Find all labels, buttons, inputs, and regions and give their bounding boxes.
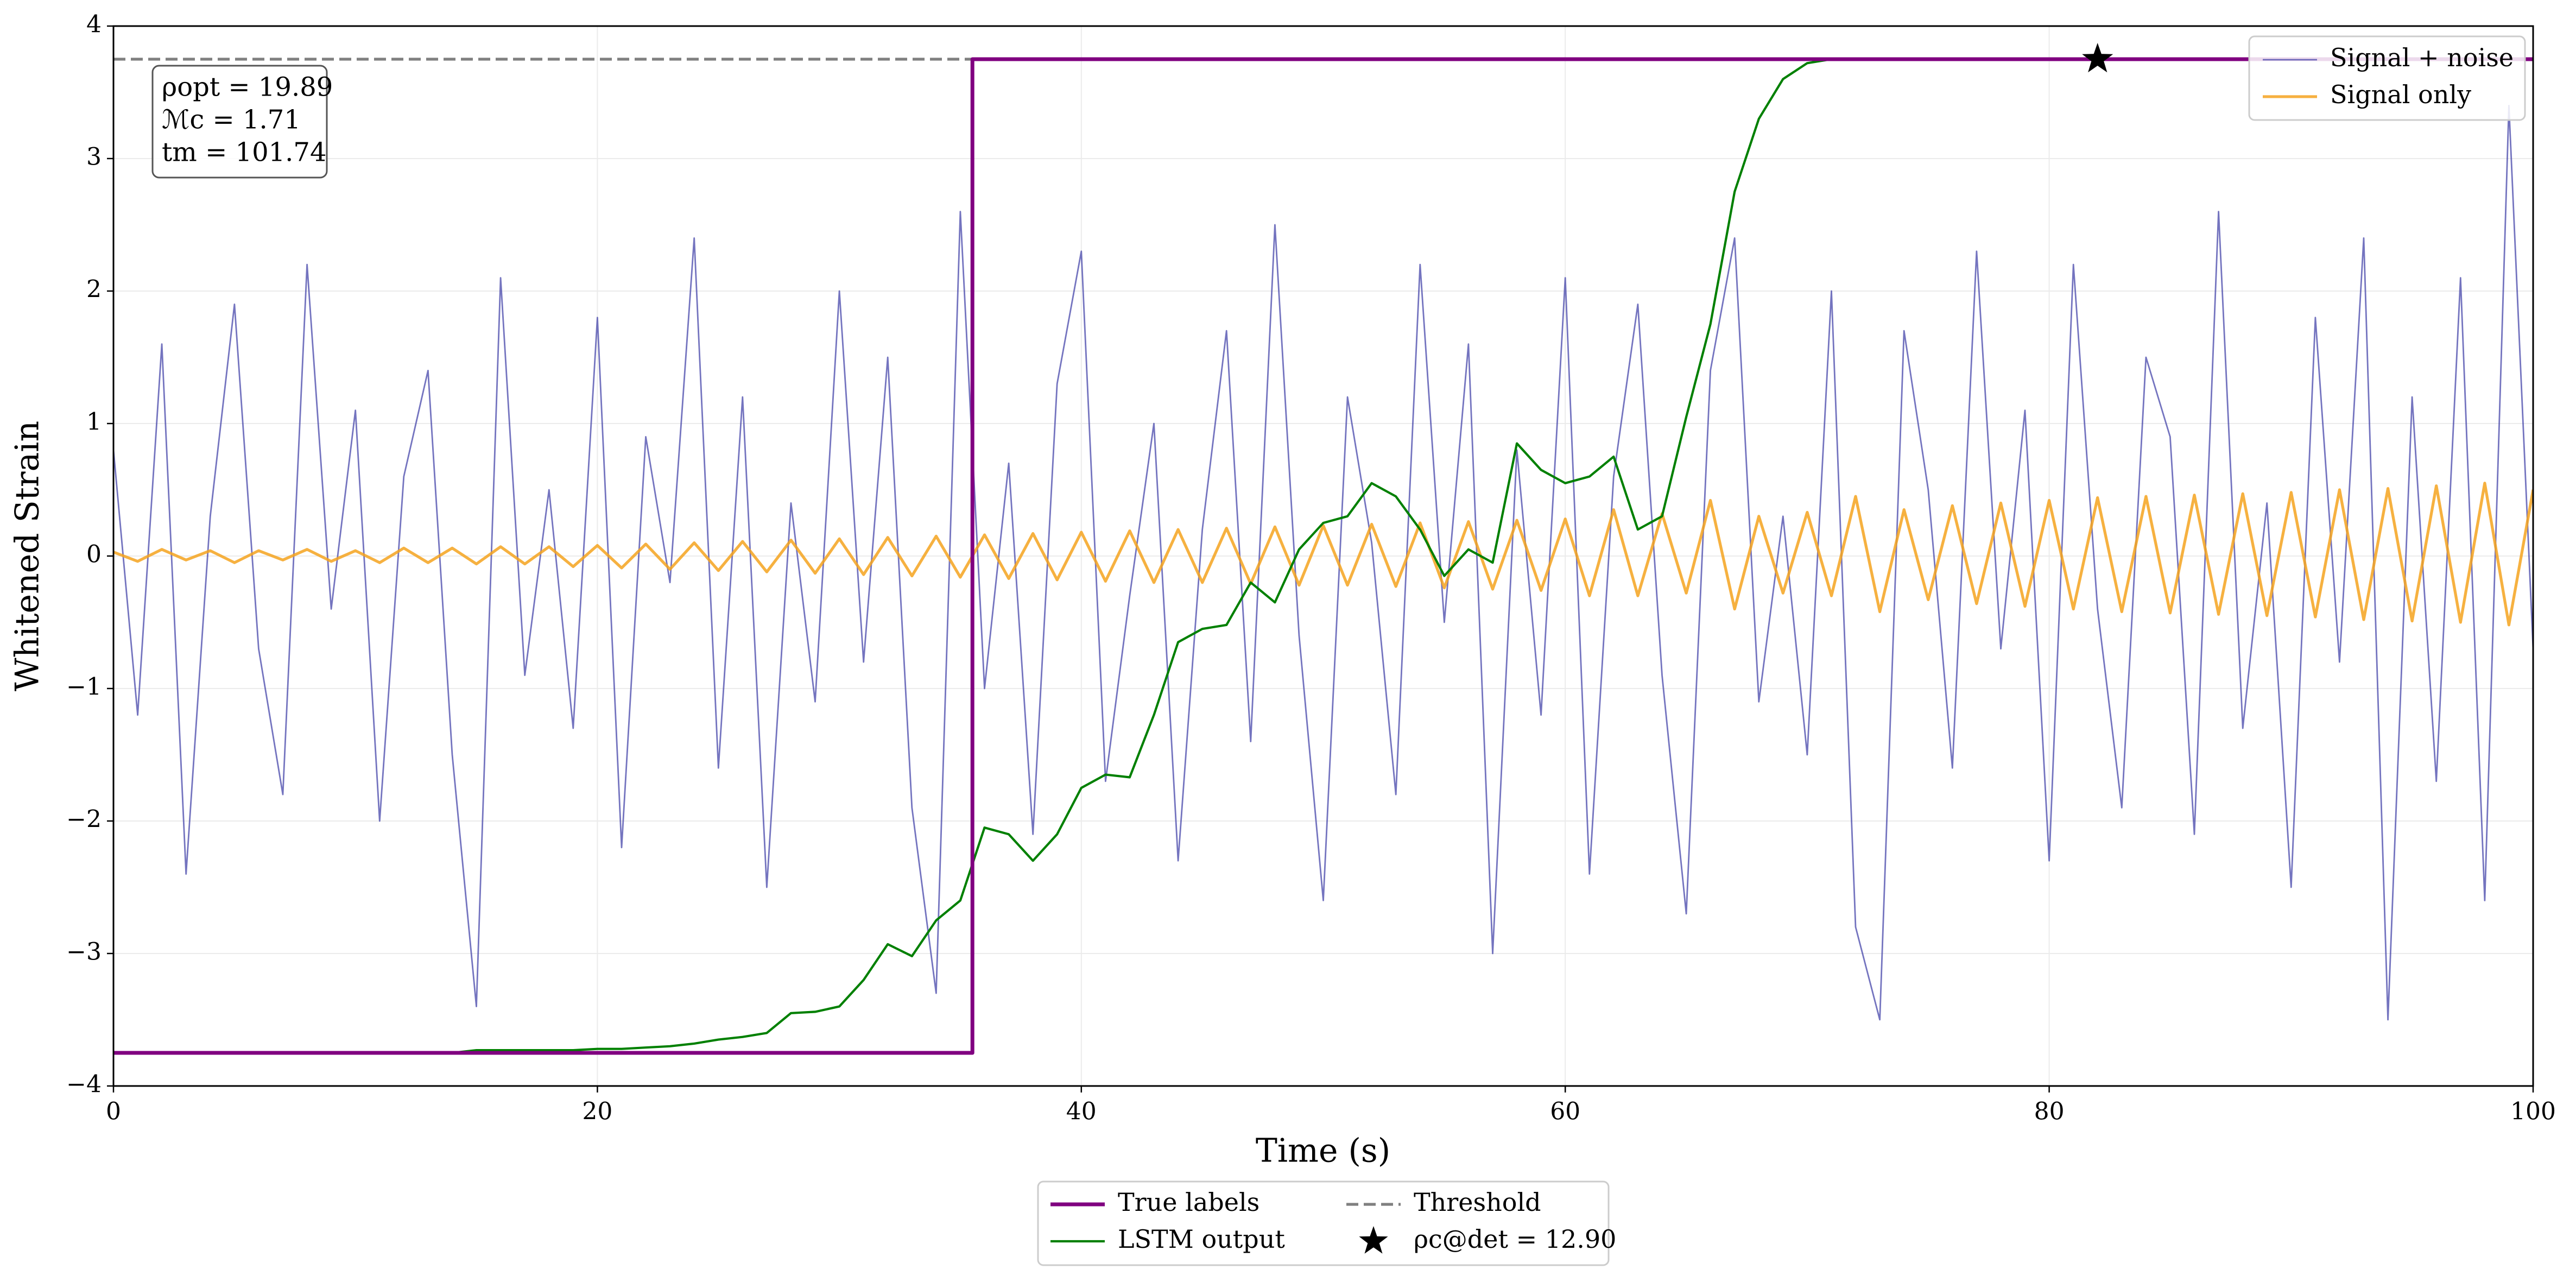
axes-frame bbox=[112, 25, 2534, 1087]
annotation-text: tm = 101.74 bbox=[162, 137, 327, 168]
series-line bbox=[113, 57, 2533, 1055]
legend-swatch bbox=[1359, 1226, 1388, 1254]
annotation-box bbox=[151, 65, 328, 179]
x-tick-label: 60 bbox=[1550, 1098, 1580, 1126]
y-tick-label: 0 bbox=[86, 541, 102, 569]
legend-label: True labels bbox=[1118, 1188, 1259, 1217]
x-tick-label: 100 bbox=[2510, 1098, 2556, 1126]
y-tick-label: −2 bbox=[66, 806, 102, 833]
x-tick-label: 0 bbox=[106, 1098, 121, 1126]
legend-label: Signal + noise bbox=[2330, 43, 2514, 72]
y-tick-label: −3 bbox=[66, 938, 102, 966]
x-axis-label: Time (s) bbox=[1256, 1132, 1390, 1170]
annotation-text: ℳc = 1.71 bbox=[162, 105, 301, 135]
y-axis-label: Whitened Strain bbox=[9, 421, 47, 691]
legend-label: LSTM output bbox=[1118, 1224, 1285, 1254]
annotation-text: ρopt = 19.89 bbox=[162, 72, 333, 103]
legend-label: Signal only bbox=[2330, 80, 2471, 109]
legend-box bbox=[1037, 1180, 1610, 1266]
x-tick-label: 80 bbox=[2034, 1098, 2065, 1126]
marker-star bbox=[2082, 43, 2113, 73]
y-tick-label: 2 bbox=[86, 276, 102, 304]
legend-label: Threshold bbox=[1414, 1188, 1541, 1217]
series-line bbox=[113, 105, 2533, 1021]
plot-layer bbox=[113, 57, 2533, 1055]
series-line bbox=[113, 482, 2533, 627]
y-tick-label: −1 bbox=[66, 673, 102, 701]
y-tick-label: −4 bbox=[66, 1071, 102, 1098]
x-tick-label: 40 bbox=[1066, 1098, 1097, 1126]
y-tick-label: 1 bbox=[86, 408, 102, 436]
y-tick-label: 4 bbox=[86, 11, 102, 39]
legend-box bbox=[2248, 35, 2526, 121]
legend-label: ρc@det = 12.90 bbox=[1414, 1224, 1616, 1254]
y-tick-label: 3 bbox=[86, 143, 102, 171]
x-tick-label: 20 bbox=[582, 1098, 612, 1126]
